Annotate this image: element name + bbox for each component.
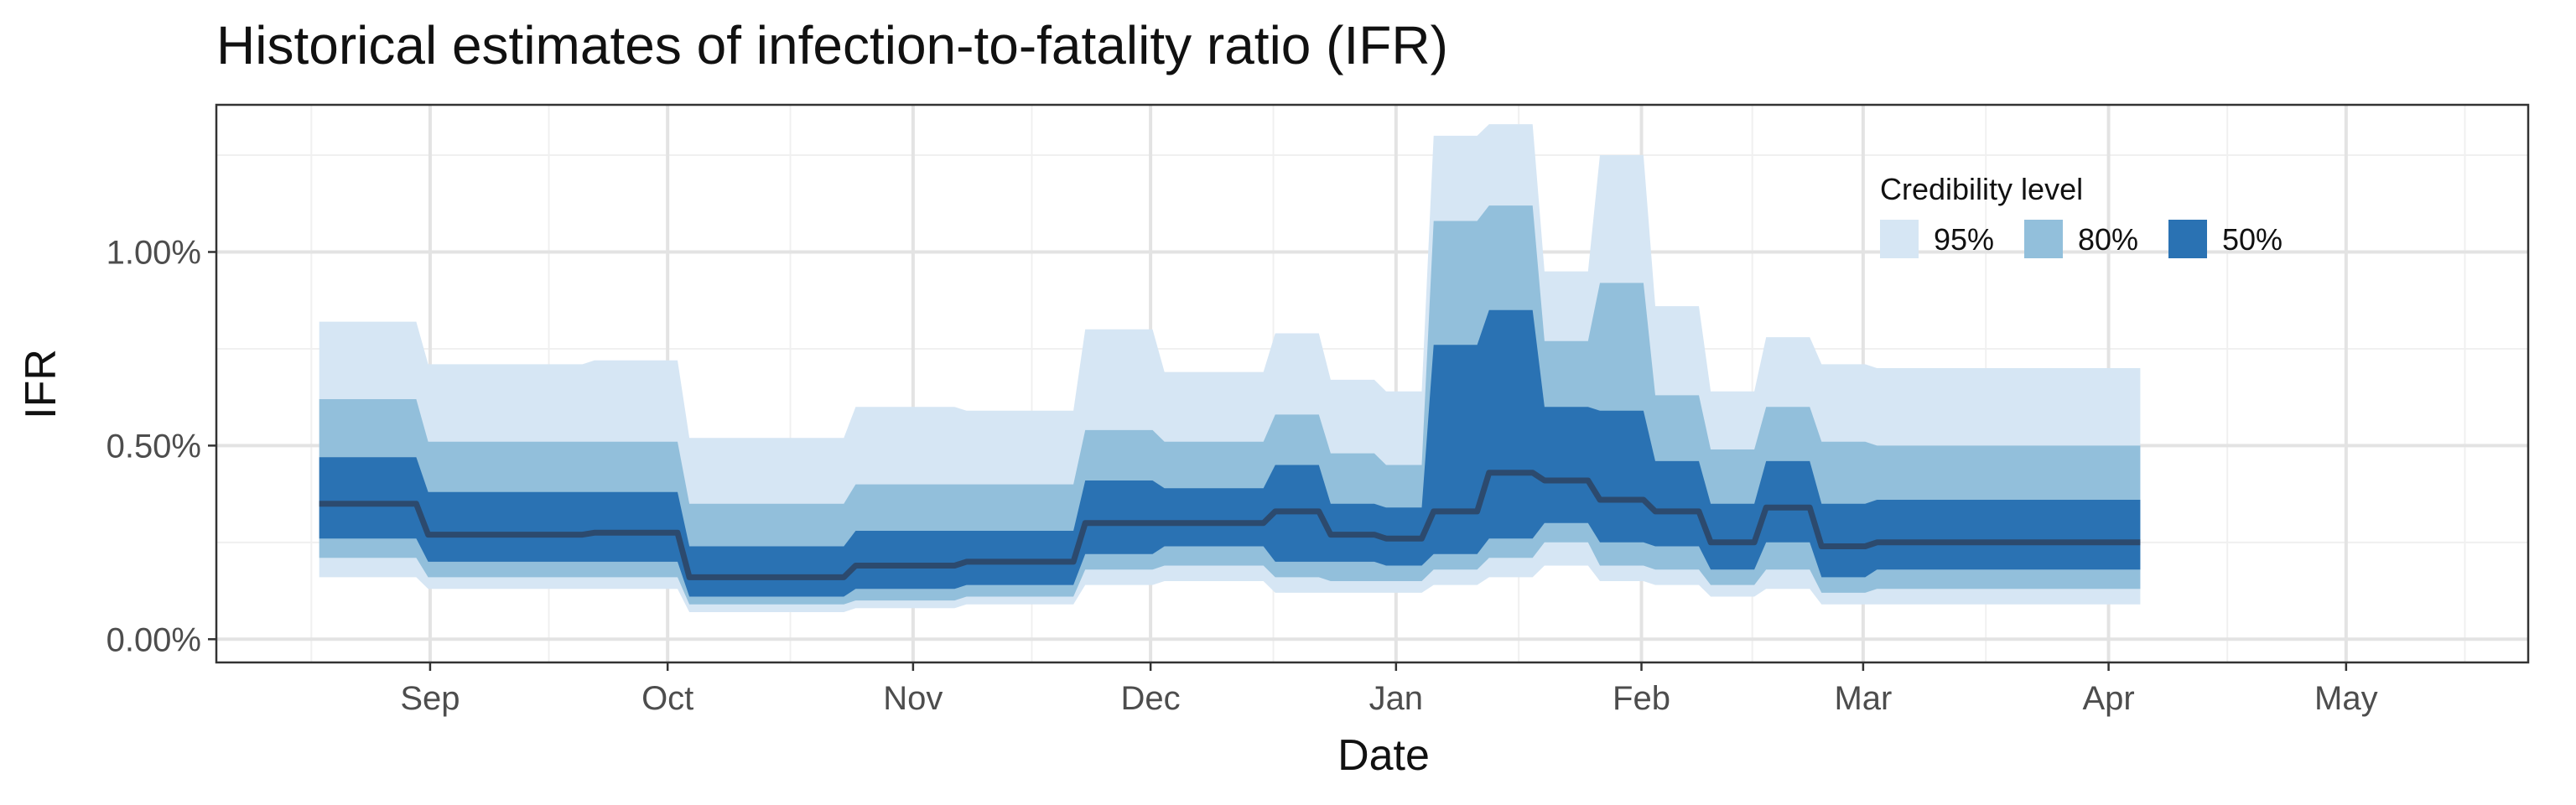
x-axis-title: Date [1337, 731, 1430, 780]
x-tick-label: Mar [1834, 680, 1892, 717]
legend-label-95: 95% [1934, 222, 1994, 257]
y-tick-label: 1.00% [106, 234, 201, 271]
y-axis-title: IFR [17, 349, 65, 419]
y-tick-label: 0.50% [106, 428, 201, 465]
legend-label-80: 80% [2078, 222, 2138, 257]
y-tick-label: 0.00% [106, 621, 201, 658]
median-line [319, 470, 2141, 580]
legend: Credibility level 95% 80% 50% [1880, 172, 2283, 258]
x-tick-label: Sep [400, 680, 460, 717]
x-tick-label: Dec [1121, 680, 1181, 717]
x-tick-label: Nov [883, 680, 943, 717]
legend-key-95 [1880, 220, 1919, 258]
x-axis-ticks: Sep Oct Nov Dec Jan Feb Mar Apr May [400, 662, 2378, 717]
x-tick-label: May [2314, 680, 2378, 717]
legend-label-50: 50% [2222, 222, 2283, 257]
legend-title: Credibility level [1880, 172, 2083, 206]
chart-title: Historical estimates of infection-to-fat… [216, 15, 1448, 75]
legend-key-50 [2168, 220, 2207, 258]
x-tick-label: Jan [1369, 680, 1424, 717]
x-tick-label: Apr [2082, 680, 2134, 717]
band-50 [319, 309, 2141, 597]
panel-border [215, 103, 2530, 664]
legend-key-80 [2024, 220, 2063, 258]
x-tick-label: Oct [641, 680, 693, 717]
y-axis-ticks: 0.00% 0.50% 1.00% [106, 234, 216, 658]
median-line-layer [319, 470, 2141, 580]
band-layer [319, 124, 2141, 613]
x-tick-label: Feb [1613, 680, 1670, 717]
